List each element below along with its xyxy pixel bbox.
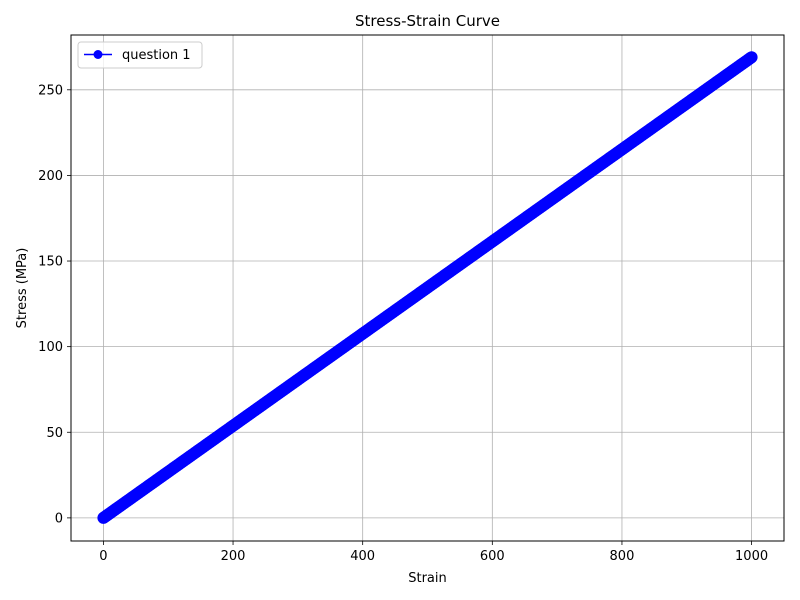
x-axis-title: Strain: [408, 571, 447, 586]
series-layer: [97, 51, 758, 524]
x-tick-label: 0: [99, 549, 107, 564]
chart-title: Stress-Strain Curve: [355, 12, 500, 30]
series-question-1: [97, 51, 758, 524]
x-tick-label: 200: [221, 549, 246, 564]
x-tick-label: 400: [350, 549, 375, 564]
y-axis-title: Stress (MPa): [15, 248, 30, 329]
legend-box: [77, 41, 203, 69]
x-tick-label: 1000: [735, 549, 768, 564]
y-tick-label: 200: [38, 169, 63, 184]
ticks: 0 200 400 600 800 1000 0 50 100 150 200 250: [38, 83, 768, 564]
y-tick-label: 50: [46, 426, 63, 441]
y-tick-label: 250: [38, 83, 63, 98]
legend-marker-swatch: [93, 50, 103, 59]
data-point: [745, 51, 758, 64]
legend-label: question 1: [122, 48, 191, 63]
grid: [71, 35, 784, 541]
legend: question 1: [77, 41, 203, 69]
y-tick-label: 0: [55, 511, 63, 526]
y-tick-label: 150: [38, 255, 63, 270]
x-tick-label: 800: [610, 549, 635, 564]
y-tick-label: 100: [38, 340, 63, 355]
axes-frame: [70, 34, 785, 542]
x-tick-label: 600: [480, 549, 505, 564]
